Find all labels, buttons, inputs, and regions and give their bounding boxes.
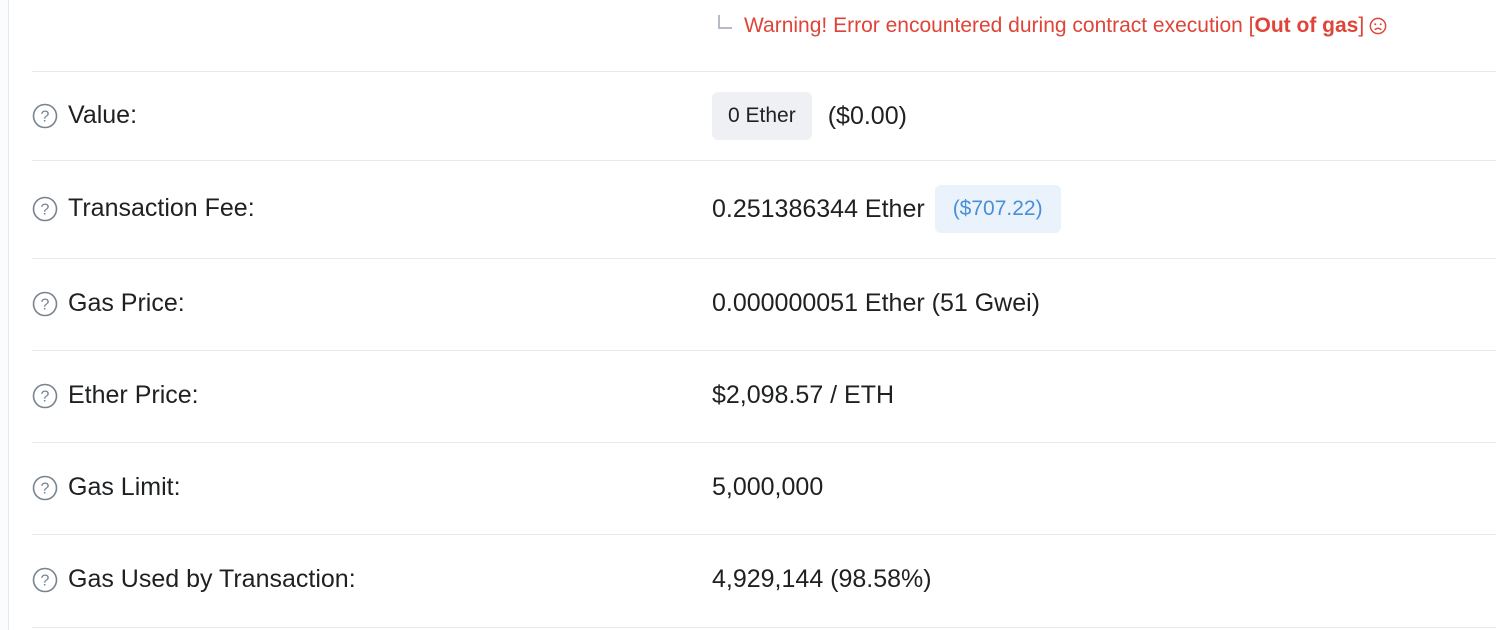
warning-emphasis: Out of gas bbox=[1254, 14, 1359, 37]
gas-limit-row: ? Gas Limit: 5,000,000 bbox=[32, 443, 1496, 535]
value-label-text: Value: bbox=[68, 101, 138, 129]
svg-text:?: ? bbox=[41, 296, 50, 313]
svg-text:?: ? bbox=[41, 480, 50, 497]
warning-prefix: Warning! Error encountered during contra… bbox=[744, 14, 1255, 37]
transaction-fee-label-text: Transaction Fee: bbox=[68, 194, 255, 222]
gas-used-label-text: Gas Used by Transaction: bbox=[68, 565, 356, 593]
ether-price-label: ? Ether Price: bbox=[32, 381, 199, 410]
gas-limit-value: 5,000,000 bbox=[712, 473, 823, 502]
transaction-fee-row: ? Transaction Fee: 0.251386344 Ether ($7… bbox=[32, 161, 1496, 259]
gas-price-text: 0.000000051 Ether (51 Gwei) bbox=[712, 289, 1040, 317]
gas-limit-text: 5,000,000 bbox=[712, 473, 824, 501]
ether-price-value: $2,098.57 / ETH bbox=[712, 381, 894, 410]
corner-arrow-icon bbox=[718, 15, 732, 29]
ether-price-row: ? Ether Price: $2,098.57 / ETH bbox=[32, 351, 1496, 443]
svg-text:?: ? bbox=[41, 388, 50, 405]
value-row: ? Value: 0 Ether ($0.00) bbox=[32, 73, 1496, 161]
question-circle-icon[interactable]: ? bbox=[32, 291, 58, 317]
gas-used-text: 4,929,144 (98.58%) bbox=[712, 565, 932, 593]
svg-text:?: ? bbox=[41, 201, 50, 218]
question-circle-icon[interactable]: ? bbox=[32, 567, 58, 593]
svg-text:?: ? bbox=[41, 108, 50, 125]
gas-used-label: ? Gas Used by Transaction: bbox=[32, 565, 356, 594]
transaction-fee-value: 0.251386344 Ether ($707.22) bbox=[712, 185, 1061, 233]
sad-face-icon bbox=[1369, 17, 1387, 35]
value-usd: ($0.00) bbox=[827, 101, 907, 130]
gas-price-value: 0.000000051 Ether (51 Gwei) bbox=[712, 289, 1040, 318]
question-circle-icon[interactable]: ? bbox=[32, 103, 58, 129]
warning-row: Warning! Error encountered during contra… bbox=[32, 0, 1496, 72]
gas-price-label-text: Gas Price: bbox=[68, 289, 185, 317]
warning-suffix: ] bbox=[1358, 14, 1365, 37]
ether-price-label-text: Ether Price: bbox=[68, 381, 199, 409]
gas-price-label: ? Gas Price: bbox=[32, 289, 185, 318]
question-circle-icon[interactable]: ? bbox=[32, 475, 58, 501]
value-ether-badge: 0 Ether bbox=[712, 92, 812, 140]
gas-price-row: ? Gas Price: 0.000000051 Ether (51 Gwei) bbox=[32, 259, 1496, 351]
gas-used-row: ? Gas Used by Transaction: 4,929,144 (98… bbox=[32, 535, 1496, 628]
gas-used-value: 4,929,144 (98.58%) bbox=[712, 565, 932, 594]
question-circle-icon[interactable]: ? bbox=[32, 196, 58, 222]
value-amount: 0 Ether ($0.00) bbox=[712, 92, 907, 140]
gas-limit-label: ? Gas Limit: bbox=[32, 473, 181, 502]
transaction-fee-usd-badge: ($707.22) bbox=[934, 185, 1061, 233]
transaction-fee-label: ? Transaction Fee: bbox=[32, 194, 255, 223]
value-label: ? Value: bbox=[32, 101, 137, 130]
left-panel-edge bbox=[0, 0, 9, 630]
question-circle-icon[interactable]: ? bbox=[32, 383, 58, 409]
gas-limit-label-text: Gas Limit: bbox=[68, 473, 181, 501]
execution-warning: Warning! Error encountered during contra… bbox=[718, 14, 1387, 38]
transaction-fee-amount: 0.251386344 Ether bbox=[712, 194, 925, 223]
ether-price-text: $2,098.57 / ETH bbox=[712, 381, 895, 409]
svg-text:?: ? bbox=[41, 572, 50, 589]
